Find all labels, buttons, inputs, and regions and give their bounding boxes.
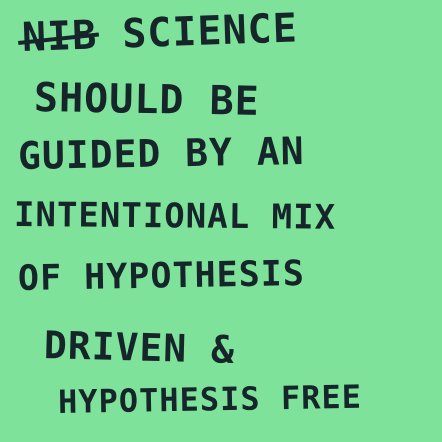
note-line-1: NIB SCIENCE [21, 5, 299, 61]
note-line-6: DRIVEN & [43, 323, 236, 372]
note-line-2: SHOULD BE [33, 75, 261, 125]
struck-word: NIB [21, 12, 99, 61]
note-line-7: HYPOTHESIS FREE [57, 377, 363, 421]
note-line-5: OF HYPOTHESIS [17, 253, 306, 299]
note-line-4: INTENTIONAL MIX [13, 195, 337, 238]
note-line-1-text: SCIENCE [96, 5, 299, 59]
note-line-3: GUIDED BY AN [17, 129, 305, 178]
